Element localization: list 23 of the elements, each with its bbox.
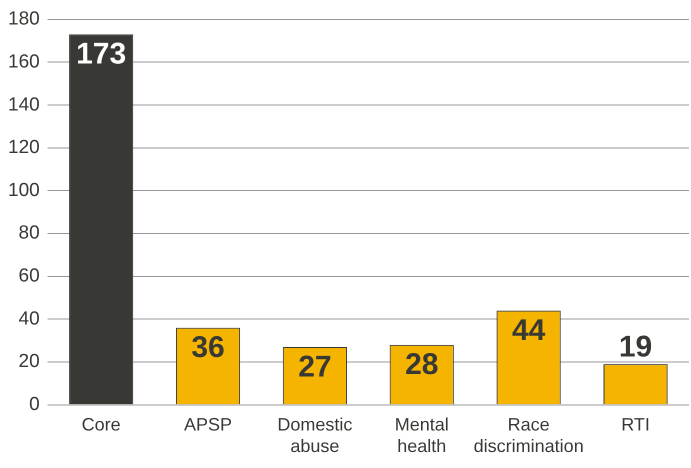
bar [69, 34, 134, 404]
y-tick-label: 100 [8, 180, 40, 201]
y-tick-label: 160 [8, 51, 40, 72]
y-tick-label: 60 [18, 266, 40, 287]
y-tick-label: 0 [29, 394, 40, 416]
y-tick-label: 40 [18, 308, 40, 330]
x-tick-label: Mental health [394, 414, 449, 456]
data-label: 44 [512, 314, 546, 347]
y-tick-label: 140 [8, 94, 40, 116]
data-label: 36 [191, 330, 225, 364]
x-tick-label: Core [82, 414, 121, 435]
data-label: 19 [618, 330, 652, 364]
y-tick-label: 180 [8, 8, 40, 30]
x-tick-label: Domestic abuse [277, 414, 352, 456]
y-tick-label: 120 [8, 137, 40, 158]
x-tick-label: Race discrimination [474, 414, 584, 456]
data-label: 28 [405, 348, 438, 382]
x-tick-label: RTI [621, 414, 650, 435]
y-tick-label: 20 [18, 351, 40, 372]
data-label: 173 [76, 38, 126, 71]
x-tick-label: APSP [184, 414, 232, 435]
y-tick-label: 80 [18, 222, 40, 244]
data-label: 27 [298, 350, 332, 384]
